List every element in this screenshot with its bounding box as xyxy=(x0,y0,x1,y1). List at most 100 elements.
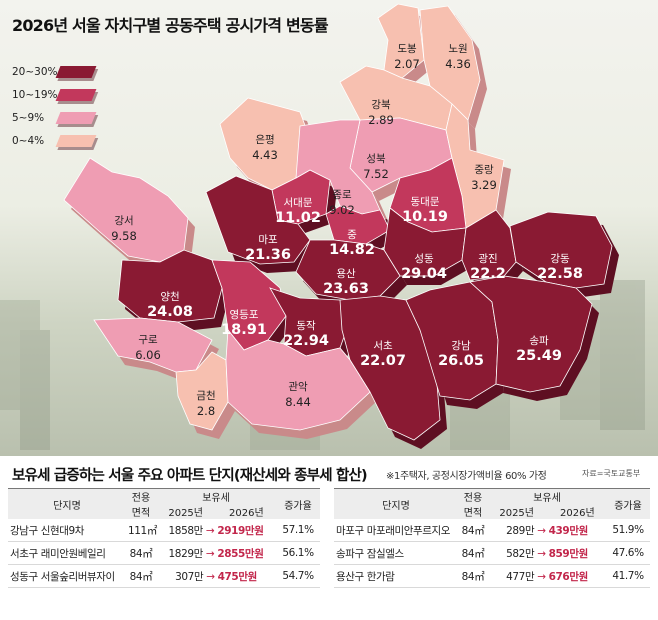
district-name-label: 용산 xyxy=(336,268,356,280)
tax-change: 1829만 → 2855만원 xyxy=(156,541,276,565)
district-value-label: 7.52 xyxy=(363,167,389,181)
legend-item-0-4: 0~4% xyxy=(12,135,97,147)
district-value-label: 6.06 xyxy=(135,348,161,362)
district-value-label: 25.49 xyxy=(516,348,562,364)
district-name-label: 성동 xyxy=(414,253,434,265)
table-title: 보유세 급증하는 서울 주요 아파트 단지(재산세와 종부세 합산) xyxy=(12,468,368,484)
district-value-label: 4.43 xyxy=(252,148,278,162)
table-row: 강남구 신현대9차 111㎡ 1858만 → 2919만원 57.1% xyxy=(8,519,320,542)
table-row: 서초구 래미안원베일리 84㎡ 1829만 → 2855만원 56.1% xyxy=(8,541,320,565)
district-value-label: 29.04 xyxy=(401,266,447,282)
district-shape-9 xyxy=(63,157,189,263)
map-panel: 도봉 2.07 노원 4.36 강북 2.89 은평 4.43 성북 7.52 중랑 3.29 서대문 1… xyxy=(0,0,658,456)
district-name-label: 광진 xyxy=(478,253,497,265)
legend-swatch xyxy=(55,135,97,147)
district-name-label: 양천 xyxy=(160,291,179,303)
district-value-label: 2.89 xyxy=(368,113,394,127)
district-name-label: 동대문 xyxy=(411,196,440,208)
district-shape-0 xyxy=(377,3,425,79)
map-title: 2026년 서울 자치구별 공동주택 공시가격 변동률 xyxy=(12,16,329,35)
district-shape-13 xyxy=(461,209,517,281)
district-name-label: 구로 xyxy=(138,334,158,346)
district-value-label: 22.2 xyxy=(470,266,506,282)
district-value-label: 14.82 xyxy=(329,242,375,258)
table-row: 마포구 마포래미안푸르지오 84㎡ 289만 → 439만원 51.9% xyxy=(334,519,650,542)
legend-item-10-19: 10~19% xyxy=(12,89,97,101)
district-value-label: 9.02 xyxy=(329,203,355,217)
district-name-label: 서초 xyxy=(373,340,393,352)
district-value-label: 11.02 xyxy=(275,210,321,226)
right-table: 단지명 전용 면적 보유세 증가율 2025년 2026년 마포구 마포래미안푸르지… xyxy=(334,488,650,588)
area: 84㎡ xyxy=(458,541,488,565)
apartment-table-section: 보유세 급증하는 서울 주요 아파트 단지(재산세와 종부세 합산) ※1주택자… xyxy=(0,456,658,620)
increase-rate: 47.6% xyxy=(606,541,650,565)
increase-rate: 41.7% xyxy=(606,564,650,588)
tax-change: 582만 → 859만원 xyxy=(488,541,606,565)
district-value-label: 2.8 xyxy=(197,404,215,418)
table-row: 송파구 잠실엘스 84㎡ 582만 → 859만원 47.6% xyxy=(334,541,650,565)
district-shape-19 xyxy=(339,295,441,441)
tax-change: 477만 → 676만원 xyxy=(488,564,606,588)
col-rate: 증가율 xyxy=(276,488,320,519)
district-value-label: 10.19 xyxy=(402,209,448,225)
district-value-label: 9.58 xyxy=(111,229,137,243)
district-shape-16 xyxy=(117,249,223,323)
col-area: 전용 면적 xyxy=(126,488,156,519)
complex-name: 용산구 한가람 xyxy=(334,564,458,588)
area: 84㎡ xyxy=(458,564,488,588)
area: 84㎡ xyxy=(126,541,156,565)
col-years: 2025년 2026년 xyxy=(488,504,606,519)
district-name-label: 송파 xyxy=(529,335,549,347)
complex-name: 성동구 서울숲리버뷰자이 xyxy=(8,564,126,588)
district-shapes xyxy=(63,3,619,449)
increase-rate: 54.7% xyxy=(276,564,320,588)
increase-rate: 57.1% xyxy=(276,519,320,542)
legend-swatch xyxy=(55,112,97,124)
tax-change: 289만 → 439만원 xyxy=(488,519,606,542)
district-value-label: 21.36 xyxy=(245,247,291,263)
left-table: 단지명 전용 면적 보유세 증가율 2025년 2026년 강남구 신현대9차 11… xyxy=(8,488,320,588)
district-value-label: 22.07 xyxy=(360,353,406,369)
district-name-label: 종로 xyxy=(332,189,352,201)
legend-item-5-9: 5~9% xyxy=(12,112,97,124)
legend-item-20-30: 20~30% xyxy=(12,66,97,78)
district-name-label: 성북 xyxy=(366,153,386,165)
area: 111㎡ xyxy=(126,519,157,542)
legend-swatch xyxy=(55,89,97,101)
increase-rate: 56.1% xyxy=(276,541,320,565)
table-row: 성동구 서울숲리버뷰자이 84㎡ 307만 → 475만원 54.7% xyxy=(8,564,320,588)
table-note: ※1주택자, 공정시장가액비율 60% 가정 xyxy=(386,471,547,482)
district-name-label: 노원 xyxy=(448,43,467,55)
district-value-label: 18.91 xyxy=(221,322,267,338)
district-shape-21 xyxy=(469,275,593,393)
legend-label: 20~30% xyxy=(12,66,58,78)
table-row: 용산구 한가람 84㎡ 477만 → 676만원 41.7% xyxy=(334,564,650,588)
district-shape-14 xyxy=(509,211,613,289)
district-name-label: 영등포 xyxy=(230,309,259,321)
district-name-label: 도봉 xyxy=(397,43,417,55)
col-complex: 단지명 xyxy=(8,488,126,519)
legend-label: 5~9% xyxy=(12,112,45,124)
district-name-label: 강남 xyxy=(451,340,471,352)
legend-label: 0~4% xyxy=(12,135,45,147)
tax-change: 1858만 → 2919만원 xyxy=(156,519,276,542)
district-value-label: 23.63 xyxy=(323,281,369,297)
area: 84㎡ xyxy=(458,519,488,542)
district-value-label: 24.08 xyxy=(147,304,193,320)
legend-swatch xyxy=(55,66,97,78)
district-value-label: 2.07 xyxy=(394,57,420,71)
table-source: 자료=국토교통부 xyxy=(582,469,641,478)
district-value-label: 8.44 xyxy=(285,395,311,409)
district-value-label: 22.58 xyxy=(537,266,583,282)
district-name-label: 관악 xyxy=(288,381,308,393)
district-shape-10 xyxy=(205,175,311,265)
district-name-label: 서대문 xyxy=(284,197,313,209)
district-value-label: 4.36 xyxy=(445,57,471,71)
district-name-label: 중랑 xyxy=(474,164,494,176)
area: 84㎡ xyxy=(126,564,156,588)
col-complex: 단지명 xyxy=(334,488,458,519)
tax-change: 307만 → 475만원 xyxy=(156,564,276,588)
